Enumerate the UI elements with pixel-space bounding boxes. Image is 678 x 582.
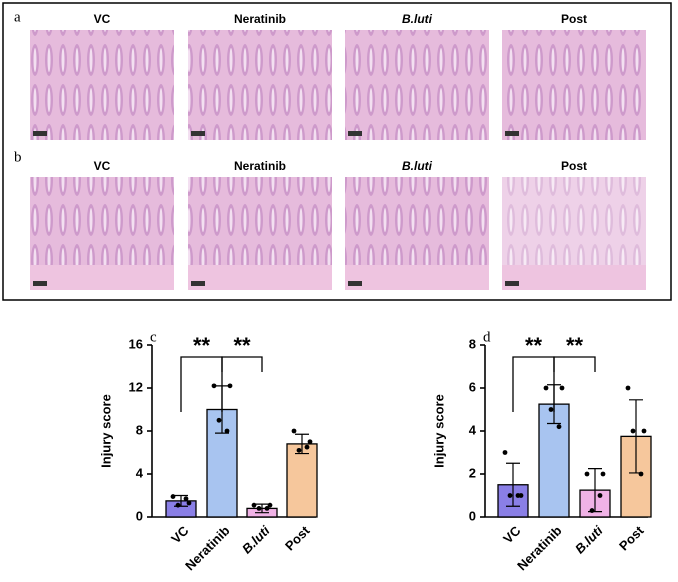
data-point <box>638 471 644 477</box>
data-point <box>630 428 636 434</box>
image-title: Post <box>561 12 587 26</box>
histology-image <box>345 30 489 140</box>
scale-bar <box>348 131 362 136</box>
frame <box>2 2 672 301</box>
data-point <box>291 428 297 434</box>
significance-label: ** <box>525 333 543 358</box>
significance-label: ** <box>233 333 251 358</box>
image-title: VC <box>94 159 111 173</box>
data-point <box>186 500 192 506</box>
y-tick-label: 2 <box>469 465 476 480</box>
histology-image <box>188 30 332 140</box>
x-tick-label: VC <box>500 523 524 547</box>
data-point <box>641 428 647 434</box>
scale-bar <box>191 281 205 286</box>
data-point <box>267 502 273 508</box>
x-tick-label: Neratinib <box>182 523 232 573</box>
y-axis-label: Injury score <box>431 394 446 468</box>
data-point <box>264 506 270 511</box>
x-tick-label: B.luti <box>572 523 606 557</box>
panel-label: c <box>150 329 157 345</box>
data-point <box>502 450 508 455</box>
x-tick-label: VC <box>168 523 192 547</box>
bar <box>286 443 318 518</box>
scale-bar <box>33 131 47 136</box>
y-tick-label: 0 <box>469 508 476 523</box>
scale-bar <box>33 281 47 286</box>
data-point <box>296 447 302 453</box>
significance-bracket <box>553 356 596 412</box>
y-tick-label: 4 <box>469 422 477 437</box>
significance-bracket <box>221 356 263 412</box>
data-point <box>183 496 189 502</box>
data-point <box>556 424 562 430</box>
x-tick-label: Neratinib <box>514 523 564 573</box>
data-point <box>584 471 590 477</box>
data-point <box>543 385 549 391</box>
image-title: Post <box>561 159 587 173</box>
x-tick-label: Post <box>616 522 647 553</box>
error-bar <box>255 503 269 514</box>
y-tick-label: 16 <box>129 336 143 351</box>
data-point <box>548 407 554 412</box>
data-point <box>600 471 606 477</box>
histology-image <box>30 30 174 140</box>
data-point <box>304 444 310 450</box>
panel-label: b <box>14 149 22 165</box>
y-tick-label: 8 <box>469 336 476 351</box>
data-point <box>515 493 521 498</box>
y-tick-label: 0 <box>136 508 143 523</box>
data-point <box>307 439 313 445</box>
panel-label: a <box>14 9 21 25</box>
scale-bar <box>191 131 205 136</box>
image-title: Neratinib <box>234 12 286 26</box>
data-point <box>597 493 603 498</box>
data-point <box>559 385 565 391</box>
scale-bar <box>505 131 519 136</box>
data-point <box>170 494 176 499</box>
scale-bar <box>348 281 362 286</box>
image-title: Neratinib <box>234 159 286 173</box>
y-axis-label: Injury score <box>98 394 113 468</box>
tissue-base <box>345 265 489 290</box>
data-point <box>625 385 631 391</box>
data-point <box>224 428 230 434</box>
image-title: B.luti <box>402 12 433 26</box>
y-tick-label: 12 <box>129 379 143 394</box>
y-tick-label: 8 <box>136 422 143 437</box>
data-point <box>227 383 233 389</box>
y-tick-label: 6 <box>469 379 476 394</box>
bar <box>620 435 652 518</box>
image-title: B.luti <box>402 159 433 173</box>
image-title: VC <box>94 12 111 26</box>
data-point <box>216 417 222 423</box>
data-point <box>507 493 513 498</box>
error-bar <box>295 433 309 455</box>
significance-label: ** <box>193 333 211 358</box>
tissue-base <box>188 265 332 290</box>
tissue-base <box>502 265 646 290</box>
x-tick-label: B.luti <box>239 523 273 557</box>
error-bar <box>506 462 520 507</box>
x-tick-label: Post <box>282 522 313 553</box>
y-tick-label: 4 <box>136 465 144 480</box>
panel-label: d <box>483 329 491 345</box>
data-point <box>175 502 181 508</box>
data-point <box>211 383 217 389</box>
data-point <box>256 506 262 511</box>
tissue-base <box>30 265 174 290</box>
scale-bar <box>505 281 519 286</box>
histology-image <box>502 30 646 140</box>
data-point <box>589 508 595 513</box>
data-point <box>251 502 257 508</box>
significance-label: ** <box>566 333 584 358</box>
